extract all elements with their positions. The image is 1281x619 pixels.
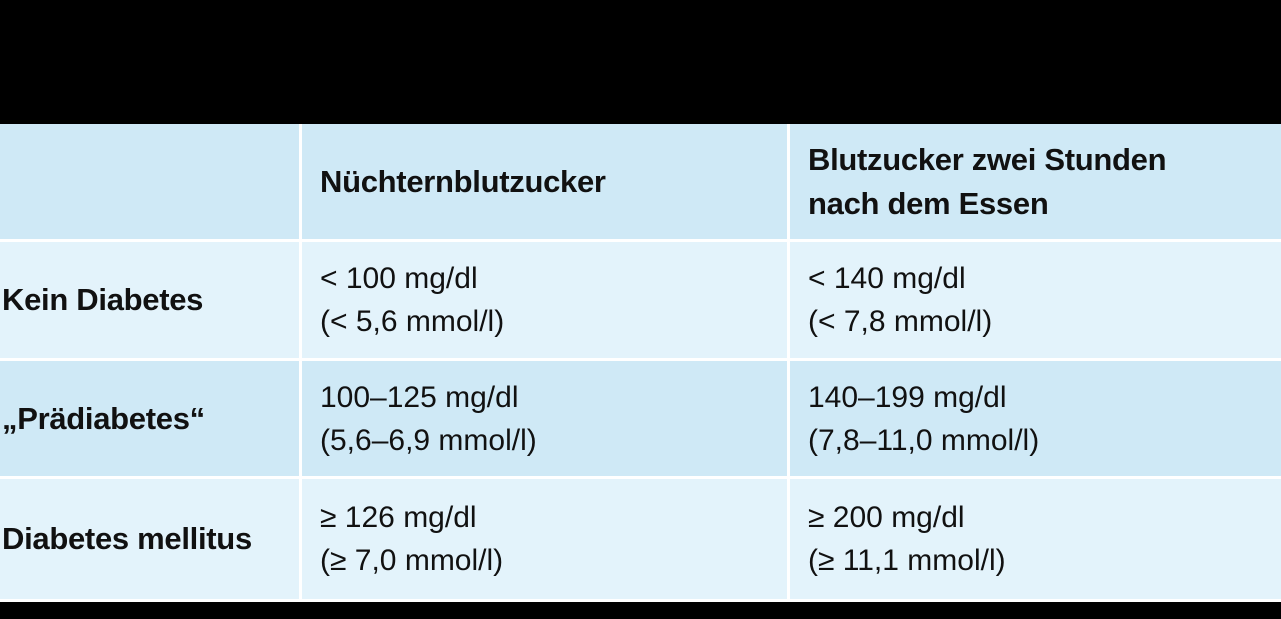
row-label-cell: Diabetes mellitus [0,479,302,599]
row-label-diabetes-mellitus: Diabetes mellitus [2,521,252,556]
header-cell-two-hours: Blutzucker zwei Stunden nach dem Essen [790,124,1281,242]
table-cell-two-hours: 140–199 mg/dl (7,8–11,0 mmol/l) [790,361,1281,479]
row-label-prediabetes: „Prädiabetes“ [2,400,205,436]
two-hours-mgdl-value: ≥ 200 mg/dl [808,501,965,534]
table-cell-fasting: 100–125 mg/dl (5,6–6,9 mmol/l) [302,361,790,479]
header-label-two-hours-line2: nach dem Essen [808,185,1049,221]
row-label-no-diabetes: Kein Diabetes [2,282,204,317]
fasting-mgdl-value: ≥ 126 mg/dl [320,501,477,534]
blood-sugar-table: Nüchternblutzucker Blutzucker zwei Stund… [0,124,1281,602]
header-label-fasting: Nüchternblutzucker [320,163,606,199]
header-cell-empty [0,124,302,242]
fasting-mmol-value: (≥ 7,0 mmol/l) [320,544,504,577]
two-hours-mmol-value: (7,8–11,0 mmol/l) [808,423,1040,457]
header-label-two-hours-line1: Blutzucker zwei Stunden [808,141,1167,177]
two-hours-mgdl-value: < 140 mg/dl [808,262,966,295]
row-label-cell: Kein Diabetes [0,242,302,361]
table-cell-two-hours: ≥ 200 mg/dl (≥ 11,1 mmol/l) [790,479,1281,599]
two-hours-mgdl-value: 140–199 mg/dl [808,380,1007,414]
row-label-cell: „Prädiabetes“ [0,361,302,479]
table-cell-fasting: ≥ 126 mg/dl (≥ 7,0 mmol/l) [302,479,790,599]
fasting-mgdl-value: 100–125 mg/dl [320,380,519,414]
table-cell-two-hours: < 140 mg/dl (< 7,8 mmol/l) [790,242,1281,361]
two-hours-mmol-value: (≥ 11,1 mmol/l) [808,544,1006,577]
two-hours-mmol-value: (< 7,8 mmol/l) [808,305,993,338]
fasting-mgdl-value: < 100 mg/dl [320,262,478,295]
table-cell-fasting: < 100 mg/dl (< 5,6 mmol/l) [302,242,790,361]
fasting-mmol-value: (5,6–6,9 mmol/l) [320,423,537,457]
fasting-mmol-value: (< 5,6 mmol/l) [320,305,505,338]
header-cell-fasting: Nüchternblutzucker [302,124,790,242]
